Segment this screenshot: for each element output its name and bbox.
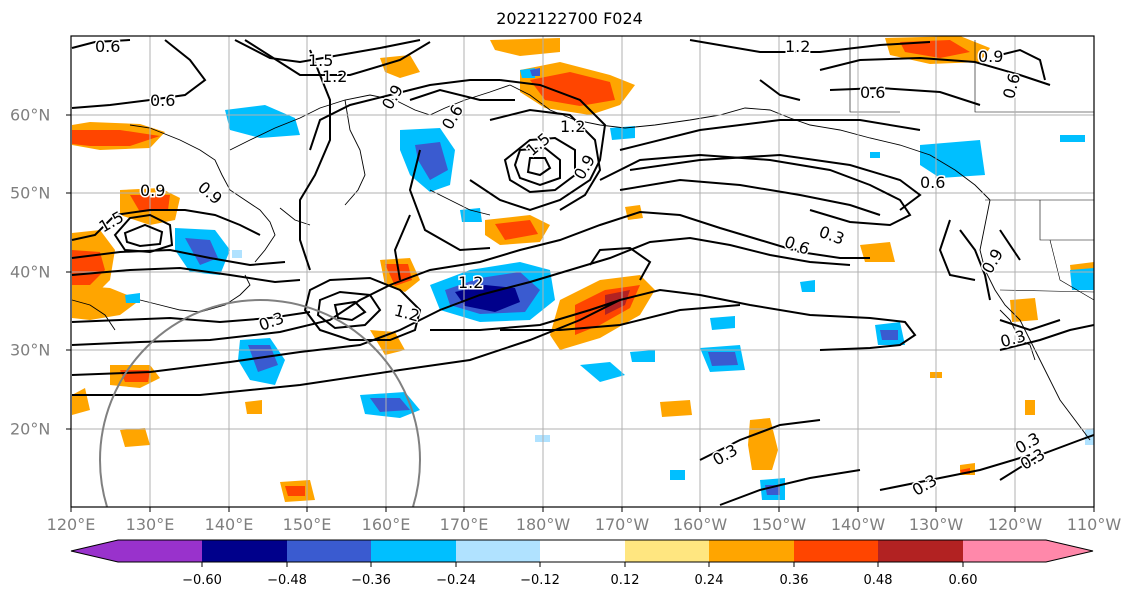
- colorbar-label: −0.12: [520, 573, 560, 588]
- contour-label: 1.2: [785, 37, 810, 56]
- colorbar-label: −0.48: [267, 573, 307, 588]
- contour-label: 0.6: [438, 101, 467, 133]
- colorbar-label: 0.12: [610, 573, 640, 588]
- contour-label: 0.3: [998, 326, 1028, 351]
- contour-label: 0.9: [378, 81, 407, 113]
- lat-tick: 40°N: [10, 262, 51, 282]
- colorbar-label: −0.60: [182, 573, 222, 588]
- axis-ticks: [66, 114, 1095, 512]
- lon-tick: 120°W: [987, 515, 1043, 534]
- lon-tick: 150°W: [751, 515, 807, 534]
- lon-tick: 130°E: [125, 515, 175, 534]
- contour-label: 1.2: [392, 301, 422, 326]
- lon-tick: 170°W: [594, 515, 650, 534]
- circle-outline: [99, 299, 421, 507]
- lat-tick: 50°N: [10, 183, 51, 203]
- lon-tick: 160°W: [672, 515, 728, 534]
- contour-label: 0.9: [978, 47, 1003, 66]
- contour-label: 1.2: [560, 117, 585, 136]
- contour-label: 0.6: [920, 173, 945, 192]
- colorbar-label: 0.24: [694, 573, 724, 588]
- contour-label: 1.2: [322, 67, 347, 86]
- lon-tick: 150°E: [282, 515, 332, 534]
- lat-tick: 60°N: [10, 105, 51, 125]
- lon-tick: 180°W: [515, 515, 571, 534]
- colorbar-label: −0.36: [351, 573, 391, 588]
- contour-label: 1.2: [458, 273, 483, 292]
- lon-tick: 120°E: [46, 515, 96, 534]
- contour-label: 1.5: [308, 51, 333, 70]
- contour-label: 0.3: [709, 440, 741, 469]
- contour-label: 0.6: [150, 91, 175, 110]
- lon-tick: 160°E: [361, 515, 411, 534]
- colorbar-label: 0.36: [779, 573, 809, 588]
- contour-label: 1.5: [522, 129, 554, 160]
- contour-label: 0.9: [194, 177, 226, 208]
- colorbar-label: 0.48: [863, 573, 893, 588]
- gridlines: [71, 36, 1094, 507]
- colorbar-label: −0.24: [436, 573, 476, 588]
- lat-tick: 20°N: [10, 419, 51, 439]
- contour-label: 0.3: [816, 222, 846, 249]
- contour-label: 0.6: [999, 71, 1024, 101]
- contour-label: 0.6: [782, 232, 812, 259]
- contour-label: 0.6: [95, 37, 120, 56]
- lon-tick: 110°W: [1066, 515, 1122, 534]
- lon-tick: 140°W: [830, 515, 886, 534]
- colorbar-label: 0.60: [948, 573, 978, 588]
- map-title: 2022122700 F024: [496, 9, 643, 28]
- lon-tick: 130°W: [908, 515, 964, 534]
- contour-label: 0.9: [140, 181, 165, 200]
- lat-tick: 30°N: [10, 340, 51, 360]
- lon-tick: 140°E: [204, 515, 254, 534]
- contour-label: 0.6: [860, 83, 885, 102]
- shaded-anomaly-layer: [72, 36, 1094, 502]
- contour-lines: [71, 39, 1094, 506]
- lon-tick: 170°E: [439, 515, 489, 534]
